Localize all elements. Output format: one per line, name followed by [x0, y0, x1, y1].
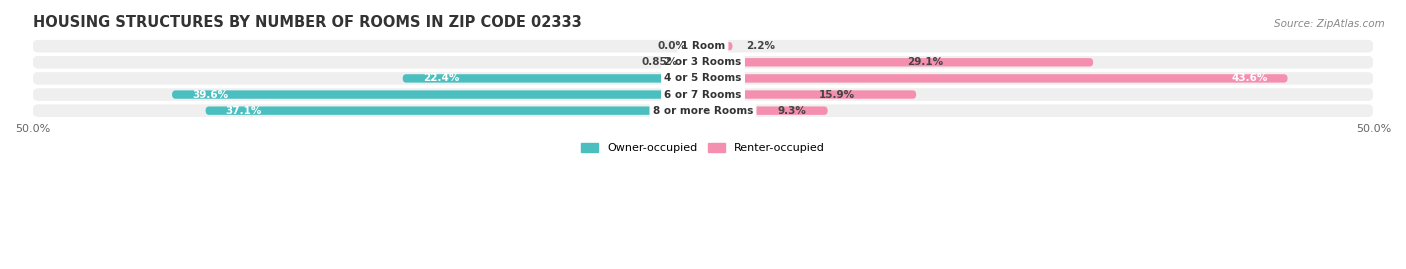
FancyBboxPatch shape	[703, 74, 1288, 83]
FancyBboxPatch shape	[205, 107, 703, 115]
FancyBboxPatch shape	[703, 90, 917, 99]
FancyBboxPatch shape	[32, 40, 1374, 52]
FancyBboxPatch shape	[32, 56, 1374, 69]
Text: 39.6%: 39.6%	[193, 90, 228, 100]
Text: 15.9%: 15.9%	[818, 90, 855, 100]
Text: 2.2%: 2.2%	[747, 41, 775, 51]
Text: 9.3%: 9.3%	[778, 106, 807, 116]
Text: HOUSING STRUCTURES BY NUMBER OF ROOMS IN ZIP CODE 02333: HOUSING STRUCTURES BY NUMBER OF ROOMS IN…	[32, 15, 581, 30]
Text: Source: ZipAtlas.com: Source: ZipAtlas.com	[1274, 19, 1385, 29]
FancyBboxPatch shape	[703, 42, 733, 50]
FancyBboxPatch shape	[402, 74, 703, 83]
FancyBboxPatch shape	[703, 107, 828, 115]
Text: 43.6%: 43.6%	[1232, 73, 1267, 83]
FancyBboxPatch shape	[32, 104, 1374, 117]
Text: 1 Room: 1 Room	[681, 41, 725, 51]
Text: 4 or 5 Rooms: 4 or 5 Rooms	[664, 73, 742, 83]
Text: 37.1%: 37.1%	[226, 106, 262, 116]
Text: 22.4%: 22.4%	[423, 73, 460, 83]
FancyBboxPatch shape	[32, 72, 1374, 85]
FancyBboxPatch shape	[703, 58, 1092, 66]
Text: 8 or more Rooms: 8 or more Rooms	[652, 106, 754, 116]
Text: 29.1%: 29.1%	[907, 57, 943, 67]
FancyBboxPatch shape	[692, 58, 703, 66]
Text: 6 or 7 Rooms: 6 or 7 Rooms	[664, 90, 742, 100]
Legend: Owner-occupied, Renter-occupied: Owner-occupied, Renter-occupied	[576, 138, 830, 158]
FancyBboxPatch shape	[32, 88, 1374, 101]
Text: 2 or 3 Rooms: 2 or 3 Rooms	[665, 57, 741, 67]
FancyBboxPatch shape	[172, 90, 703, 99]
Text: 0.85%: 0.85%	[643, 57, 678, 67]
Text: 0.0%: 0.0%	[658, 41, 688, 51]
